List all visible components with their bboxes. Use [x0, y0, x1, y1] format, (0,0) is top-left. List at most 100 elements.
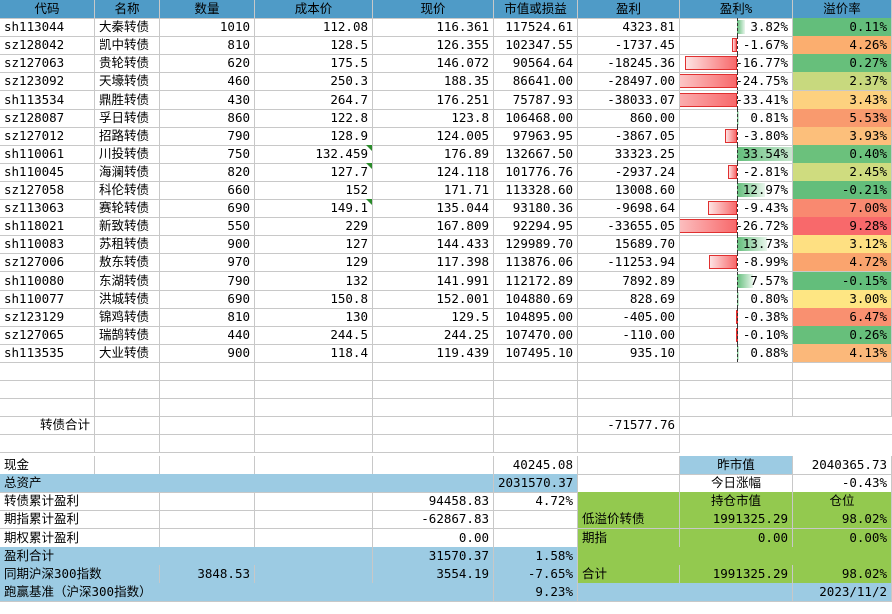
profit-pct-bar-cell[interactable]: -16.77%	[680, 54, 793, 74]
bond-qty[interactable]: 660	[160, 181, 255, 200]
position-label[interactable]: 仓位	[793, 492, 892, 512]
bond-profit[interactable]: 4323.81	[578, 18, 680, 38]
sum-pos[interactable]: 98.02%	[793, 564, 892, 584]
empty-cell[interactable]	[255, 492, 373, 512]
empty-cell[interactable]	[494, 528, 578, 548]
empty-cell[interactable]	[578, 492, 680, 512]
empty-cell[interactable]	[578, 380, 680, 400]
bond-cost[interactable]: 264.7	[255, 90, 373, 110]
bond-name[interactable]: 凯中转债	[95, 36, 160, 56]
bond-code[interactable]: sz127065	[0, 325, 95, 345]
empty-cell[interactable]	[160, 492, 255, 512]
bond-premium[interactable]: 4.26%	[793, 36, 892, 56]
empty-cell[interactable]	[0, 380, 95, 400]
bond-price[interactable]: 167.809	[373, 217, 494, 237]
beat-benchmark-pct[interactable]: 9.23%	[494, 582, 578, 602]
bond-cost[interactable]: 132.459	[255, 144, 373, 164]
header-value[interactable]: 市值或损益	[494, 0, 578, 19]
bond-price[interactable]: 129.5	[373, 307, 494, 327]
bond-profit[interactable]: -33655.05	[578, 217, 680, 237]
futures-label[interactable]: 期指	[578, 528, 680, 548]
today-change-label[interactable]: 今日涨幅	[680, 474, 793, 494]
bond-code[interactable]: sz113063	[0, 199, 95, 219]
profit-pct-bar-cell[interactable]: 33.54%	[680, 144, 793, 164]
bond-price[interactable]: 135.044	[373, 199, 494, 219]
hs300-base[interactable]: 3848.53	[160, 564, 255, 584]
profit-pct-bar-cell[interactable]: -33.41%	[680, 90, 793, 110]
bond-price[interactable]: 152.001	[373, 289, 494, 309]
bond-profit[interactable]: -2937.24	[578, 162, 680, 182]
bond-value[interactable]: 86641.00	[494, 72, 578, 92]
bond-qty[interactable]: 440	[160, 325, 255, 345]
bond-value[interactable]: 93180.36	[494, 199, 578, 219]
bond-premium[interactable]: 7.00%	[793, 199, 892, 219]
empty-cell[interactable]	[255, 564, 373, 584]
profit-pct-bar-cell[interactable]: 13.73%	[680, 235, 793, 255]
bond-cost[interactable]: 129	[255, 253, 373, 273]
empty-cell[interactable]	[494, 416, 578, 436]
today-change-value[interactable]: -0.43%	[793, 474, 892, 494]
bond-price[interactable]: 116.361	[373, 18, 494, 38]
bond-code[interactable]: sz123129	[0, 307, 95, 327]
profit-pct-bar-cell[interactable]: -0.10%	[680, 325, 793, 345]
bond-code[interactable]: sz123092	[0, 72, 95, 92]
bond-profit[interactable]: -110.00	[578, 325, 680, 345]
prev-mv-value[interactable]: 2040365.73	[793, 456, 892, 476]
empty-cell[interactable]	[160, 362, 255, 381]
bond-value[interactable]: 104880.69	[494, 289, 578, 309]
bond-code[interactable]: sz128042	[0, 36, 95, 56]
bond-name[interactable]: 新致转债	[95, 217, 160, 237]
bond-cost[interactable]: 122.8	[255, 108, 373, 128]
bond-qty[interactable]: 790	[160, 126, 255, 146]
bond-code[interactable]: sz127063	[0, 54, 95, 74]
cum-options-amount[interactable]: 0.00	[373, 528, 494, 548]
bond-price[interactable]: 117.398	[373, 253, 494, 273]
empty-cell[interactable]	[160, 528, 255, 548]
bond-cost[interactable]: 127	[255, 235, 373, 255]
futures-value[interactable]: 0.00	[680, 528, 793, 548]
low-premium-label[interactable]: 低溢价转债	[578, 510, 680, 530]
bond-profit[interactable]: 13008.60	[578, 181, 680, 200]
bond-cost[interactable]: 150.8	[255, 289, 373, 309]
bond-profit[interactable]: -3867.05	[578, 126, 680, 146]
empty-cell[interactable]	[0, 434, 95, 454]
bond-price[interactable]: 188.35	[373, 72, 494, 92]
empty-cell[interactable]	[578, 434, 680, 454]
empty-cell[interactable]	[255, 528, 373, 548]
bond-price[interactable]: 126.355	[373, 36, 494, 56]
empty-cell[interactable]	[373, 380, 494, 400]
header-premium[interactable]: 溢价率	[793, 0, 892, 19]
bond-price[interactable]: 124.118	[373, 162, 494, 182]
bond-profit[interactable]: 15689.70	[578, 235, 680, 255]
bond-premium[interactable]: 5.53%	[793, 108, 892, 128]
bond-qty[interactable]: 900	[160, 235, 255, 255]
sum-value[interactable]: 1991325.29	[680, 564, 793, 584]
empty-cell[interactable]	[494, 510, 578, 530]
bond-value[interactable]: 113328.60	[494, 181, 578, 200]
profit-pct-bar-cell[interactable]: -2.81%	[680, 162, 793, 182]
empty-cell[interactable]	[373, 398, 494, 418]
bond-premium[interactable]: 4.72%	[793, 253, 892, 273]
empty-cell[interactable]	[255, 398, 373, 418]
bond-profit[interactable]: 828.69	[578, 289, 680, 309]
bond-qty[interactable]: 430	[160, 90, 255, 110]
empty-cell[interactable]	[793, 380, 892, 400]
bond-price[interactable]: 141.991	[373, 271, 494, 291]
bond-code[interactable]: sz127006	[0, 253, 95, 273]
bond-name[interactable]: 孚日转债	[95, 108, 160, 128]
bond-profit[interactable]: -1737.45	[578, 36, 680, 56]
empty-cell[interactable]	[578, 582, 793, 602]
bond-value[interactable]: 112172.89	[494, 271, 578, 291]
empty-cell[interactable]	[160, 380, 255, 400]
header-code[interactable]: 代码	[0, 0, 95, 19]
bond-profit[interactable]: -28497.00	[578, 72, 680, 92]
bond-premium[interactable]: 0.26%	[793, 325, 892, 345]
bond-cost[interactable]: 250.3	[255, 72, 373, 92]
cum-options-label[interactable]: 期权累计盈利	[0, 528, 160, 548]
empty-cell[interactable]	[95, 416, 160, 436]
empty-cell[interactable]	[578, 398, 680, 418]
empty-cell[interactable]	[0, 398, 95, 418]
empty-cell[interactable]	[373, 416, 494, 436]
bond-premium[interactable]: 9.28%	[793, 217, 892, 237]
bond-price[interactable]: 176.89	[373, 144, 494, 164]
